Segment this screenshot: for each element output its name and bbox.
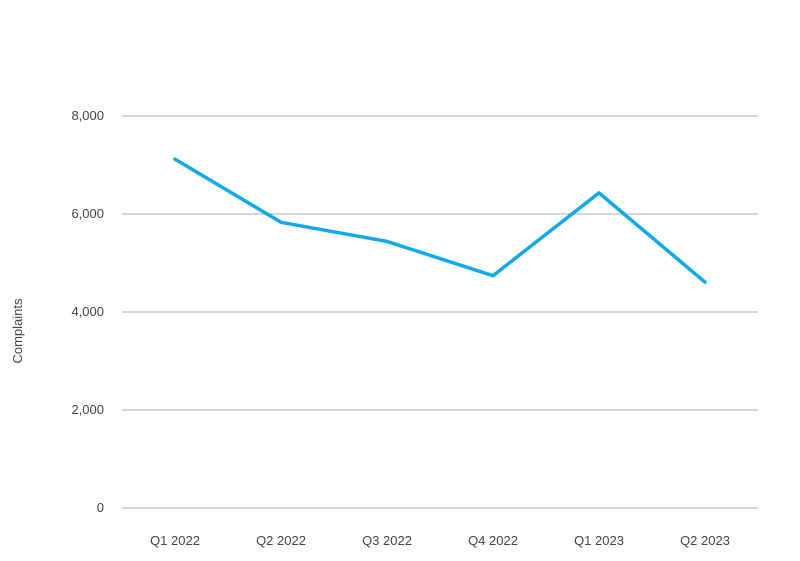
y-tick-label: 2,000 — [71, 402, 104, 417]
x-tick-label: Q1 2023 — [574, 533, 624, 548]
x-tick-label: Q2 2023 — [680, 533, 730, 548]
series-group — [173, 157, 707, 284]
x-tick-label: Q4 2022 — [468, 533, 518, 548]
x-tick-label: Q3 2022 — [362, 533, 412, 548]
x-tick-label: Q2 2022 — [256, 533, 306, 548]
y-tick-label: 0 — [97, 500, 104, 515]
y-tick-label: 4,000 — [71, 304, 104, 319]
gridlines — [122, 115, 758, 509]
x-tick-label: Q1 2022 — [150, 533, 200, 548]
y-axis-ticks: 0 2,000 4,000 6,000 8,000 — [71, 108, 104, 515]
x-axis-ticks: Q1 2022 Q2 2022 Q3 2022 Q4 2022 Q1 2023 Q2 20… — [150, 533, 730, 548]
y-tick-label: 6,000 — [71, 206, 104, 221]
y-axis-title: Complaints — [10, 298, 25, 364]
y-tick-label: 8,000 — [71, 108, 104, 123]
series-line — [173, 157, 707, 284]
